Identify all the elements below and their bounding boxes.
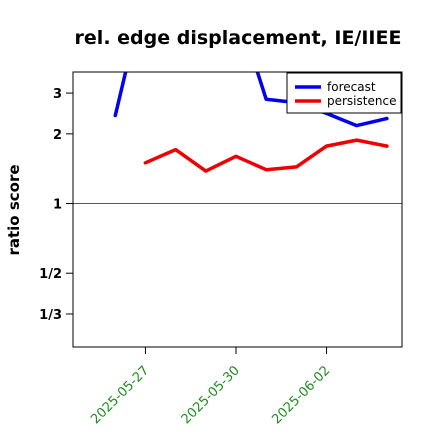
series-line-persistence	[143, 138, 389, 173]
y-tick-label: 1/2	[39, 267, 62, 282]
legend-label-forecast: forecast	[327, 80, 376, 94]
x-tick-label: 2025-06-02	[269, 363, 333, 427]
y-tick-label: 2	[53, 128, 62, 143]
y-tick-label: 3	[53, 87, 62, 102]
legend-label-persistence: persistence	[327, 94, 396, 108]
legend-box	[286, 72, 402, 114]
x-tick-label: 2025-05-27	[88, 363, 152, 427]
x-tick-label: 2025-05-30	[179, 363, 243, 427]
plot-frame	[72, 71, 403, 348]
series-line-forecast	[113, 72, 389, 128]
y-axis-label: ratio score	[5, 164, 23, 255]
y-tick-label: 1	[53, 198, 62, 213]
y-tick-label: 1/3	[39, 308, 62, 323]
chart-title: rel. edge displacement, IE/IIEE	[75, 27, 402, 49]
